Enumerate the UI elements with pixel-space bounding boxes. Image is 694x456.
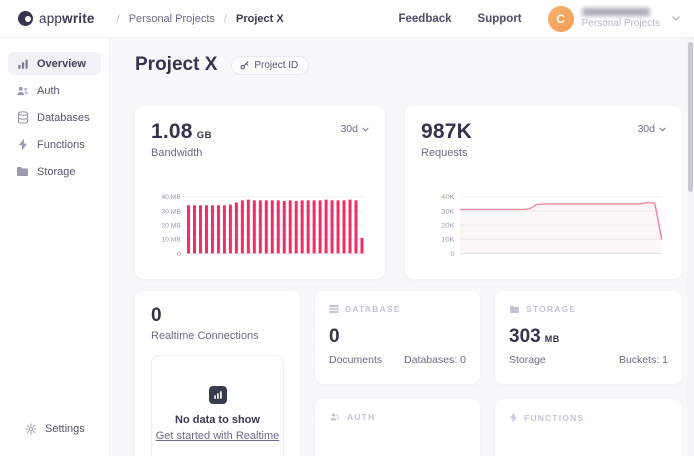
scrollbar-thumb[interactable] — [688, 42, 693, 192]
sidebar-item-functions[interactable]: Functions — [8, 133, 101, 156]
support-button[interactable]: Support — [477, 12, 522, 25]
storage-value: 303 — [509, 326, 541, 347]
svg-text:0: 0 — [450, 249, 454, 258]
documents-label: Documents — [329, 354, 383, 366]
project-id-badge-label: Project ID — [254, 59, 299, 71]
functions-section-label: FUNCTIONS — [524, 412, 585, 423]
storage-label: Storage — [509, 354, 546, 366]
functions-card[interactable]: FUNCTIONS — [495, 399, 682, 456]
database-icon — [16, 111, 29, 124]
users-icon — [16, 84, 29, 97]
sidebar-item-label: Functions — [37, 138, 85, 151]
chart-icon — [208, 386, 227, 404]
svg-text:20K: 20K — [441, 221, 455, 230]
bar-chart-icon — [16, 57, 29, 70]
breadcrumb-current: Project X — [235, 12, 284, 25]
svg-text:30K: 30K — [441, 207, 455, 216]
appwrite-logo-icon — [18, 11, 33, 26]
chevron-down-icon — [362, 127, 369, 132]
page-scrollbar — [687, 38, 694, 456]
table-icon — [329, 304, 339, 314]
sidebar-item-label: Overview — [37, 57, 86, 70]
svg-text:40K: 40K — [441, 193, 455, 202]
requests-line-chart: 0 10K 20K 30K 40K — [421, 189, 666, 267]
appwrite-wordmark: appwrite — [39, 11, 95, 26]
documents-count: 0 — [329, 326, 340, 347]
bandwidth-label: Bandwidth — [151, 147, 203, 159]
gear-icon — [24, 422, 37, 435]
lightning-icon — [16, 138, 29, 151]
svg-text:10K: 10K — [441, 235, 455, 244]
top-header: appwrite / Personal Projects / Project X… — [0, 0, 694, 38]
databases-count: Databases: 0 — [404, 354, 466, 366]
breadcrumb-parent-link[interactable]: Personal Projects — [128, 12, 215, 25]
sidebar: Overview Auth Databases Functions Storag… — [0, 38, 110, 456]
sidebar-item-label: Settings — [45, 422, 85, 435]
svg-text:10 MB: 10 MB — [161, 237, 181, 244]
bandwidth-unit: GB — [196, 130, 212, 141]
bandwidth-value: 1.08 — [151, 120, 193, 143]
avatar: C — [547, 5, 574, 32]
svg-text:40 MB: 40 MB — [161, 194, 181, 201]
account-org-label: Personal Projects — [581, 18, 660, 29]
sidebar-item-label: Auth — [37, 84, 60, 97]
realtime-get-started-link[interactable]: Get started with Realtime — [155, 430, 280, 442]
bandwidth-card: 1.08 GB Bandwidth 30d 0 10 MB 20 MB 30 MB 40 … — [135, 106, 385, 279]
appwrite-logo[interactable]: appwrite — [18, 11, 95, 26]
bandwidth-bar-chart: 0 10 MB 20 MB 30 MB 40 MB — [151, 189, 369, 267]
buckets-count: Buckets: 1 — [618, 354, 668, 366]
lightning-icon — [510, 412, 517, 423]
storage-section-label: STORAGE — [526, 304, 577, 314]
requests-range-dropdown[interactable]: 30d — [637, 120, 666, 135]
sidebar-item-label: Storage — [37, 165, 76, 178]
realtime-label: Realtime Connections — [151, 330, 259, 342]
folder-icon — [510, 305, 519, 313]
breadcrumb-separator: / — [116, 12, 120, 25]
page-title: Project X — [135, 54, 218, 75]
auth-section-label: AUTH — [347, 412, 376, 422]
breadcrumb: / Personal Projects / Project X — [117, 13, 284, 25]
main-content: Project X Project ID 1.08 GB Bandwidth 30… — [110, 38, 694, 456]
breadcrumb-separator: / — [223, 12, 227, 25]
sidebar-item-label: Databases — [37, 111, 90, 124]
realtime-card: 0 Realtime Connections No data to show G… — [135, 291, 300, 456]
user-name-redacted — [581, 8, 650, 16]
storage-unit: MB — [544, 334, 560, 344]
realtime-count: 0 — [151, 305, 162, 326]
database-section-label: DATABASE — [345, 304, 401, 314]
chevron-down-icon — [672, 16, 680, 21]
auth-card[interactable]: AUTH — [315, 399, 480, 456]
sidebar-item-storage[interactable]: Storage — [8, 160, 101, 183]
svg-text:30 MB: 30 MB — [161, 208, 181, 215]
sidebar-item-auth[interactable]: Auth — [8, 79, 101, 102]
sidebar-item-databases[interactable]: Databases — [8, 106, 101, 129]
users-icon — [330, 413, 340, 421]
project-id-badge[interactable]: Project ID — [231, 55, 310, 75]
svg-text:0: 0 — [177, 251, 181, 258]
feedback-button[interactable]: Feedback — [398, 12, 452, 25]
requests-value: 987K — [421, 120, 473, 143]
svg-text:20 MB: 20 MB — [161, 222, 181, 229]
database-card[interactable]: DATABASE 0 Documents Databases: 0 — [315, 291, 480, 384]
sidebar-item-overview[interactable]: Overview — [8, 52, 101, 75]
sidebar-item-settings[interactable]: Settings — [16, 417, 93, 440]
requests-card: 987K Requests 30d 0 10K 20K 30K 40K — [405, 106, 682, 279]
tag-icon — [240, 60, 249, 69]
account-menu[interactable]: C Personal Projects — [547, 5, 680, 32]
realtime-empty-state: No data to show Get started with Realtim… — [151, 355, 284, 456]
requests-label: Requests — [421, 147, 468, 159]
folder-icon — [16, 165, 29, 178]
chevron-down-icon — [659, 127, 666, 132]
no-data-title: No data to show — [175, 414, 260, 426]
storage-card[interactable]: STORAGE 303 MB Storage Buckets: 1 — [495, 291, 682, 384]
bandwidth-range-dropdown[interactable]: 30d — [340, 120, 369, 135]
